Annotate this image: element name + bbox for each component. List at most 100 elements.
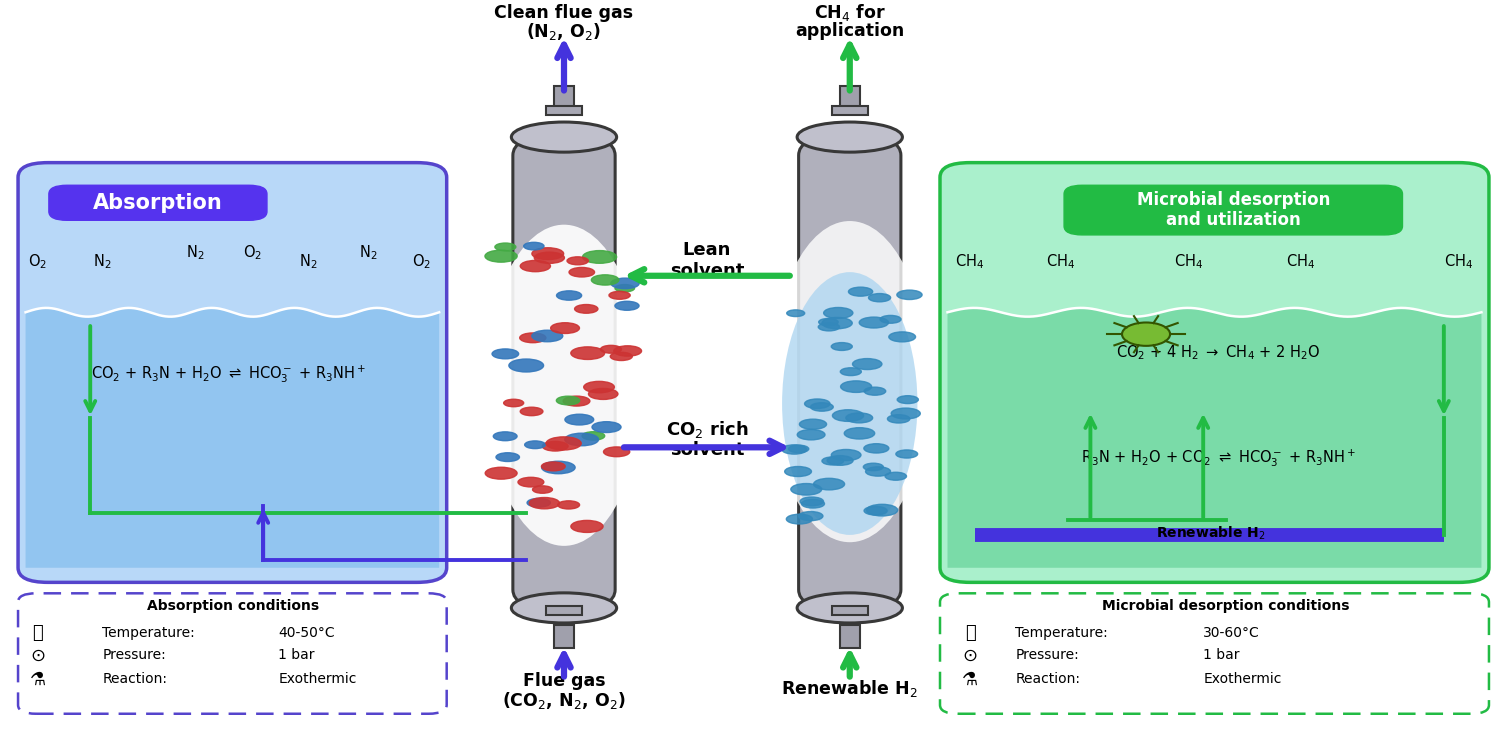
Text: CH$_4$: CH$_4$ — [1286, 252, 1316, 271]
Ellipse shape — [791, 484, 821, 495]
Ellipse shape — [827, 455, 853, 466]
Ellipse shape — [582, 432, 605, 440]
Text: (CO$_2$, N$_2$, O$_2$): (CO$_2$, N$_2$, O$_2$) — [502, 690, 626, 711]
Ellipse shape — [859, 317, 889, 328]
Ellipse shape — [609, 291, 630, 299]
Text: 1 bar: 1 bar — [1203, 649, 1239, 662]
Text: R$_3$N + H$_2$O + CO$_2$ $\rightleftharpoons$ HCO$_3^-$ + R$_3$NH$^+$: R$_3$N + H$_2$O + CO$_2$ $\rightleftharp… — [1081, 447, 1355, 469]
Ellipse shape — [611, 352, 632, 361]
Ellipse shape — [800, 419, 827, 429]
Ellipse shape — [508, 359, 543, 372]
Ellipse shape — [797, 122, 902, 152]
Ellipse shape — [818, 318, 838, 326]
Text: 🌡: 🌡 — [964, 624, 976, 643]
Text: Absorption conditions: Absorption conditions — [147, 600, 319, 613]
Ellipse shape — [787, 310, 805, 316]
FancyBboxPatch shape — [832, 605, 868, 615]
Ellipse shape — [525, 441, 546, 449]
Text: CO$_2$ rich: CO$_2$ rich — [666, 419, 747, 440]
Ellipse shape — [892, 408, 920, 419]
Ellipse shape — [805, 399, 830, 408]
Ellipse shape — [898, 396, 919, 403]
Ellipse shape — [504, 399, 523, 407]
Text: Renewable H$_2$: Renewable H$_2$ — [1157, 525, 1265, 542]
Text: CH$_4$: CH$_4$ — [1173, 252, 1203, 271]
Ellipse shape — [556, 396, 579, 405]
Text: Reaction:: Reaction: — [102, 673, 167, 687]
Text: (N$_2$, O$_2$): (N$_2$, O$_2$) — [526, 20, 602, 42]
Ellipse shape — [802, 499, 824, 508]
Text: 🌡: 🌡 — [32, 624, 44, 643]
Ellipse shape — [493, 432, 517, 441]
Text: O$_2$: O$_2$ — [29, 252, 47, 271]
Ellipse shape — [603, 447, 630, 457]
Ellipse shape — [572, 347, 605, 359]
Ellipse shape — [800, 497, 824, 506]
Ellipse shape — [824, 307, 853, 318]
Ellipse shape — [866, 504, 898, 516]
Ellipse shape — [584, 381, 614, 393]
Ellipse shape — [588, 389, 618, 400]
Ellipse shape — [484, 225, 644, 546]
Ellipse shape — [572, 520, 603, 532]
FancyBboxPatch shape — [546, 105, 582, 115]
Text: 1 bar: 1 bar — [278, 649, 314, 662]
Ellipse shape — [511, 122, 617, 152]
Text: ⚗: ⚗ — [30, 671, 45, 688]
Ellipse shape — [556, 291, 582, 300]
Text: solvent: solvent — [669, 441, 744, 458]
Text: Microbial desorption
and utilization: Microbial desorption and utilization — [1137, 190, 1330, 230]
Ellipse shape — [832, 410, 863, 422]
FancyBboxPatch shape — [48, 185, 268, 220]
Text: Exothermic: Exothermic — [1203, 673, 1281, 687]
Text: N$_2$: N$_2$ — [93, 252, 111, 271]
Ellipse shape — [484, 250, 517, 262]
Text: ⊙: ⊙ — [963, 646, 978, 665]
Ellipse shape — [887, 414, 910, 423]
Text: 30-60°C: 30-60°C — [1203, 627, 1260, 640]
Ellipse shape — [532, 330, 562, 342]
Text: ⚗: ⚗ — [963, 671, 978, 688]
Ellipse shape — [821, 318, 853, 329]
FancyBboxPatch shape — [18, 594, 447, 714]
Text: Exothermic: Exothermic — [278, 673, 356, 687]
Text: CO$_2$ + R$_3$N + H$_2$O $\rightleftharpoons$ HCO$_3^-$ + R$_3$NH$^+$: CO$_2$ + R$_3$N + H$_2$O $\rightleftharp… — [92, 363, 365, 385]
Ellipse shape — [799, 512, 823, 520]
Ellipse shape — [532, 486, 552, 493]
Ellipse shape — [782, 445, 806, 454]
Ellipse shape — [615, 285, 635, 292]
Circle shape — [1122, 323, 1170, 346]
Ellipse shape — [532, 247, 564, 260]
Ellipse shape — [520, 261, 550, 272]
Text: N$_2$: N$_2$ — [359, 243, 378, 262]
Ellipse shape — [550, 323, 579, 334]
Ellipse shape — [543, 441, 569, 451]
Ellipse shape — [593, 422, 621, 433]
FancyBboxPatch shape — [832, 105, 868, 115]
Ellipse shape — [797, 593, 902, 623]
Ellipse shape — [841, 381, 872, 392]
Ellipse shape — [814, 478, 845, 490]
Ellipse shape — [486, 467, 517, 479]
Ellipse shape — [866, 467, 890, 476]
Ellipse shape — [865, 387, 886, 395]
Ellipse shape — [614, 346, 642, 356]
FancyBboxPatch shape — [839, 624, 860, 648]
Ellipse shape — [797, 430, 826, 440]
Ellipse shape — [517, 477, 544, 487]
Ellipse shape — [845, 413, 872, 423]
Ellipse shape — [496, 452, 519, 461]
Ellipse shape — [832, 449, 860, 460]
Ellipse shape — [523, 242, 544, 250]
Ellipse shape — [492, 349, 519, 359]
Text: CH$_4$: CH$_4$ — [1045, 252, 1075, 271]
Text: solvent: solvent — [669, 261, 744, 280]
Ellipse shape — [841, 367, 862, 376]
Ellipse shape — [562, 396, 590, 406]
Text: Pressure:: Pressure: — [102, 649, 165, 662]
Text: N$_2$: N$_2$ — [299, 252, 317, 271]
Text: CH$_4$ for: CH$_4$ for — [814, 2, 886, 23]
Ellipse shape — [546, 437, 581, 450]
Ellipse shape — [575, 305, 599, 313]
Ellipse shape — [566, 433, 599, 446]
